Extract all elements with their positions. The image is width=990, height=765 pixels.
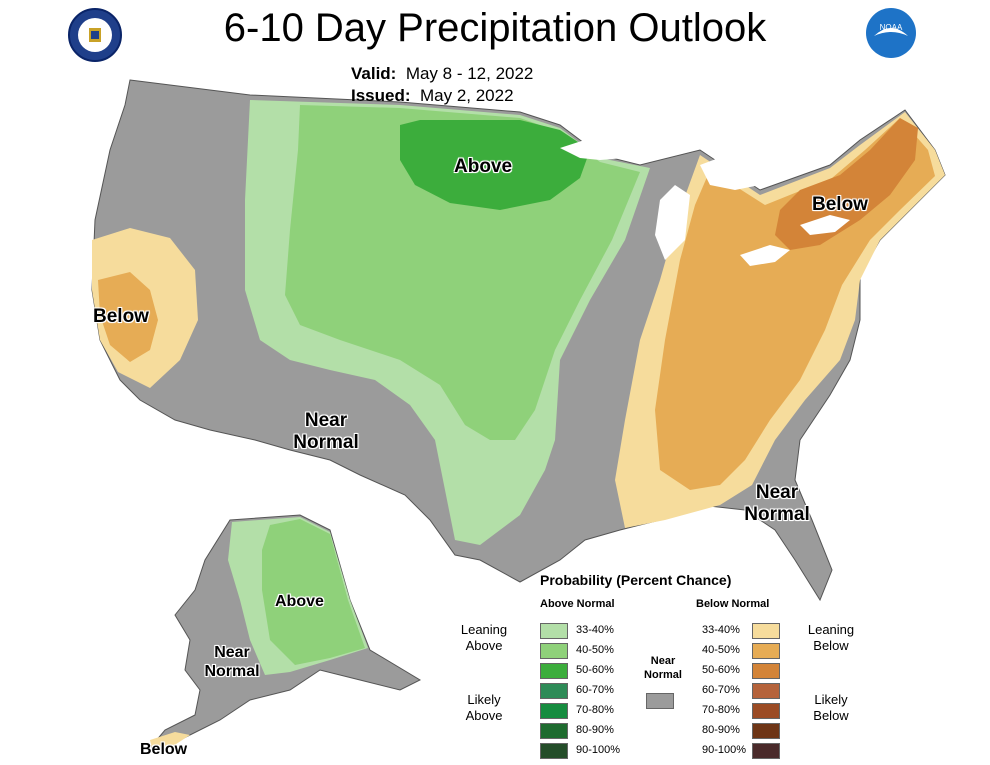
legend-above-bin-label: 80-90% — [576, 724, 614, 736]
region-label-alaska-near-normal: Near Normal — [204, 644, 260, 680]
legend-above-bin-swatch — [540, 723, 568, 739]
svg-text:NOAA: NOAA — [880, 23, 903, 32]
legend-below-bin-swatch — [752, 703, 780, 719]
legend-below-bin-label: 70-80% — [702, 704, 740, 716]
legend-below-bin-swatch — [752, 743, 780, 759]
legend-below-bin-label: 60-70% — [702, 684, 740, 696]
issued-line: Issued: May 2, 2022 — [351, 86, 514, 106]
legend-below-bin-label: 80-90% — [702, 724, 740, 736]
legend-above-bin-swatch — [540, 683, 568, 699]
region-label-below-northeast: Below — [812, 194, 868, 215]
legend-leaning-above: Leaning Above — [460, 622, 508, 653]
legend-below-bin-label: 40-50% — [702, 644, 740, 656]
region-label-alaska-below: Below — [140, 741, 188, 758]
legend-above-bin-swatch — [540, 663, 568, 679]
legend-likely-above: Likely Above — [465, 692, 503, 723]
region-label-above-north: Above — [454, 156, 513, 177]
legend-leaning-below: Leaning Below — [807, 622, 855, 653]
legend-below-bin-swatch — [752, 723, 780, 739]
region-label-near-normal-southeast: Near Normal — [744, 482, 810, 525]
alaska-below-area — [150, 732, 190, 750]
page-title: 6-10 Day Precipitation Outlook — [223, 6, 767, 50]
commerce-seal-logo — [68, 8, 122, 62]
legend-above-bin-label: 90-100% — [576, 744, 621, 756]
issued-label: Issued: — [351, 86, 411, 105]
legend-above-bin-label: 40-50% — [576, 644, 614, 656]
legend-title: Probability (Percent Chance) — [540, 572, 732, 588]
legend-above-bin-label: 60-70% — [576, 684, 614, 696]
valid-value: May 8 - 12, 2022 — [405, 64, 534, 83]
legend-above-header: Above Normal — [540, 598, 615, 610]
legend-likely-below: Likely Below — [813, 692, 849, 723]
above-likely-50-60-area — [400, 120, 590, 210]
region-label-below-west: Below — [93, 306, 149, 327]
legend-below-bin-label: 50-60% — [702, 664, 740, 676]
below-east-50-60-area — [775, 118, 918, 250]
legend-below-bin-swatch — [752, 683, 780, 699]
probability-legend: Probability (Percent Chance) Above Norma… — [440, 568, 880, 763]
legend-below-bin-label: 33-40% — [702, 624, 740, 636]
region-label-alaska-above: Above — [275, 593, 324, 610]
noaa-bird-icon: NOAA — [874, 23, 908, 36]
legend-near-normal-label: Near Normal — [644, 655, 682, 681]
legend-above-bin-label: 33-40% — [576, 624, 614, 636]
eagle-seal-icon — [78, 18, 112, 52]
legend-above-bin-label: 70-80% — [576, 704, 614, 716]
region-label-near-normal-west: Near Normal — [293, 410, 359, 453]
valid-line: Valid: May 8 - 12, 2022 — [351, 64, 533, 84]
legend-above-bin-label: 50-60% — [576, 664, 614, 676]
legend-above-bin-swatch — [540, 743, 568, 759]
valid-label: Valid: — [351, 64, 397, 83]
noaa-logo: NOAA — [866, 8, 916, 58]
alaska-above-40-50-area — [262, 519, 365, 665]
legend-near-normal-swatch — [646, 693, 674, 709]
legend-below-bin-swatch — [752, 643, 780, 659]
legend-below-header: Below Normal — [696, 598, 770, 610]
legend-below-bin-swatch — [752, 623, 780, 639]
below-west-40-50-area — [98, 272, 158, 362]
issued-value: May 2, 2022 — [419, 86, 514, 105]
legend-above-bin-swatch — [540, 643, 568, 659]
legend-below-bin-label: 90-100% — [702, 744, 747, 756]
legend-below-bin-swatch — [752, 663, 780, 679]
legend-above-bin-swatch — [540, 623, 568, 639]
legend-above-bin-swatch — [540, 703, 568, 719]
great-lakes — [560, 130, 850, 266]
